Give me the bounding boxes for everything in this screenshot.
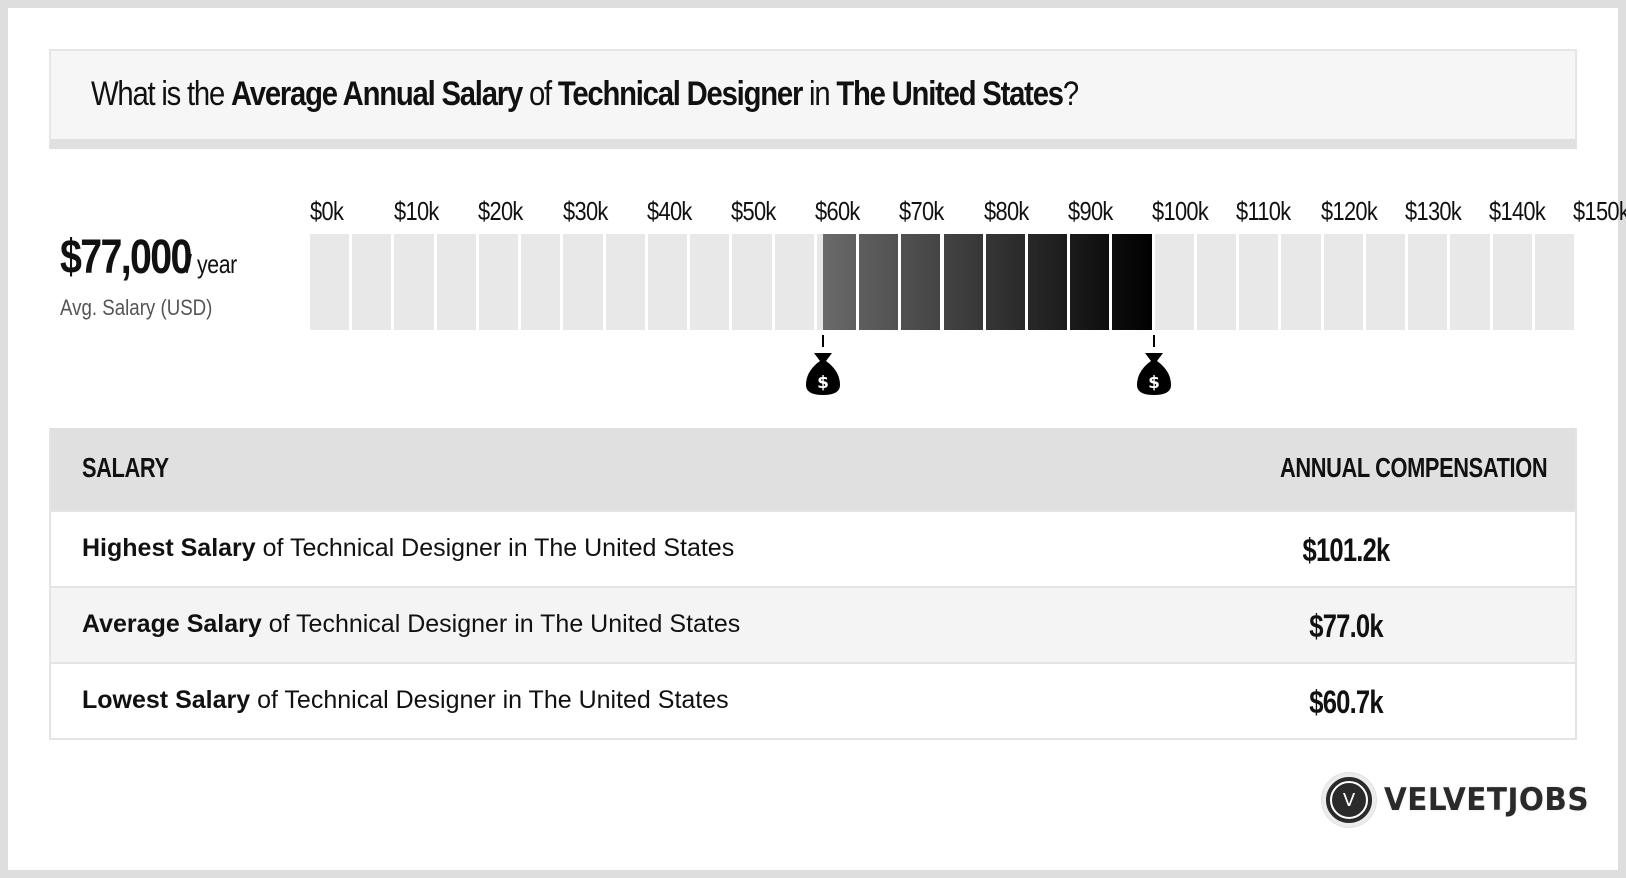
title-of: of [522,75,558,113]
title-in: in [802,75,837,113]
axis-tick-label: $130k [1404,196,1462,226]
logo-badge-icon: V [1322,773,1376,827]
bar-cell [605,234,645,330]
average-salary-unit: / year [185,249,237,279]
bar-cell-active [1112,234,1152,330]
bar-cell-active [985,234,1025,330]
bar-cell [352,234,392,330]
axis-tick-label: $0k [310,196,344,226]
bar-cell [1408,234,1448,330]
brand-name: VELVETJOBS [1384,782,1590,818]
bar-cell-active [901,234,941,330]
bar-cell-active [823,234,857,330]
bar-cell [1492,234,1532,330]
marker-tick [822,335,824,347]
bar-cell [478,234,519,330]
axis-tick-label: $30k [562,196,608,226]
title-location: The United States [836,75,1064,113]
bar-cell [1239,234,1279,330]
axis-tick-label: $70k [899,196,945,226]
axis-tick-label: $20k [478,196,524,226]
table-row: Highest Salary of Technical Designer in … [51,510,1575,586]
highest-salary-marker: $ [1135,335,1175,405]
title-suffix: ? [1062,75,1079,113]
svg-text:$: $ [817,373,829,393]
row-label: Highest Salary of Technical Designer in … [82,534,734,563]
bar-cell [310,234,350,330]
bar-cell [1196,234,1237,330]
axis-tick-label: $140k [1488,196,1546,226]
row-label-bold: Highest Salary [82,534,256,562]
bar-cell [1450,234,1490,330]
axis-tick-label: $120k [1320,196,1378,226]
bar-cell-active [1070,234,1110,330]
axis-tick-label: $60k [815,196,860,226]
velvetjobs-logo[interactable]: V VELVETJOBS [1322,772,1600,828]
salary-range-bar [310,234,1577,330]
salary-axis-ticks: $0k $10k $20k $30k $40k $50k $60k $70k $80k $90k $… [310,196,1626,226]
row-label: Lowest Salary of Technical Designer in T… [82,686,729,715]
axis-tick-label: $80k [983,196,1029,226]
row-label-bold: Average Salary [82,610,262,638]
axis-tick-label: $10k [394,196,439,226]
bar-cell [521,234,561,330]
axis-tick-label: $50k [731,196,776,226]
table-row: Average Salary of Technical Designer in … [51,586,1575,662]
question-header: What is the Average Annual Salary of Tec… [49,49,1577,149]
bar-cell [690,234,730,330]
money-bag-icon: $ [1137,353,1171,395]
bar-cell-active [859,234,899,330]
title-prefix: What is the [91,75,231,113]
bar-cell [774,234,814,330]
row-label: Average Salary of Technical Designer in … [82,610,740,639]
salary-table: SALARY ANNUAL COMPENSATION Highest Salar… [49,428,1577,740]
average-salary-label: Avg. Salary (USD) [60,295,213,320]
table-row: Lowest Salary of Technical Designer in T… [51,662,1575,738]
row-label-rest: of Technical Designer in The United Stat… [250,686,729,714]
column-header-compensation: ANNUAL COMPENSATION [1280,452,1548,483]
bar-cell [1323,234,1363,330]
table-header: SALARY ANNUAL COMPENSATION [51,428,1575,510]
axis-tick-label: $90k [1067,196,1113,226]
axis-tick-label: $100k [1152,196,1209,226]
row-label-rest: of Technical Designer in The United Stat… [255,534,735,562]
bar-cell [394,234,434,330]
axis-tick-label: $110k [1236,196,1291,226]
bar-cell-active [1027,234,1068,330]
bar-cell [732,234,772,330]
marker-tick [1153,335,1155,347]
axis-tick-label: $40k [646,196,692,226]
bar-cell [1365,234,1406,330]
salary-card: What is the Average Annual Salary of Tec… [8,8,1626,870]
lowest-salary-marker: $ [804,335,844,405]
bar-cell [647,234,688,330]
svg-text:$: $ [1148,373,1160,393]
bar-cell [436,234,476,330]
row-label-rest: of Technical Designer in The United Stat… [261,610,741,638]
title-metric: Average Annual Salary [230,75,523,113]
bar-cell [1281,234,1321,330]
row-value: $77.0k [1309,608,1383,644]
title-job: Technical Designer [557,75,803,113]
bar-cell [563,234,603,330]
row-value: $60.7k [1309,684,1383,720]
average-summary: $77,000/ year Avg. Salary (USD) [60,230,248,321]
bar-cell-active [943,234,983,330]
logo-letter: V [1342,789,1356,811]
money-bag-icon: $ [806,353,840,395]
bar-cell [1154,234,1194,330]
column-header-salary: SALARY [82,452,169,483]
row-value: $101.2k [1302,532,1391,568]
bar-cell [1534,234,1574,330]
row-label-bold: Lowest Salary [82,686,251,714]
average-salary-value: $77,000 [60,231,192,284]
axis-tick-label: $150k+ [1573,196,1626,226]
page-title: What is the Average Annual Salary of Tec… [91,75,1079,114]
